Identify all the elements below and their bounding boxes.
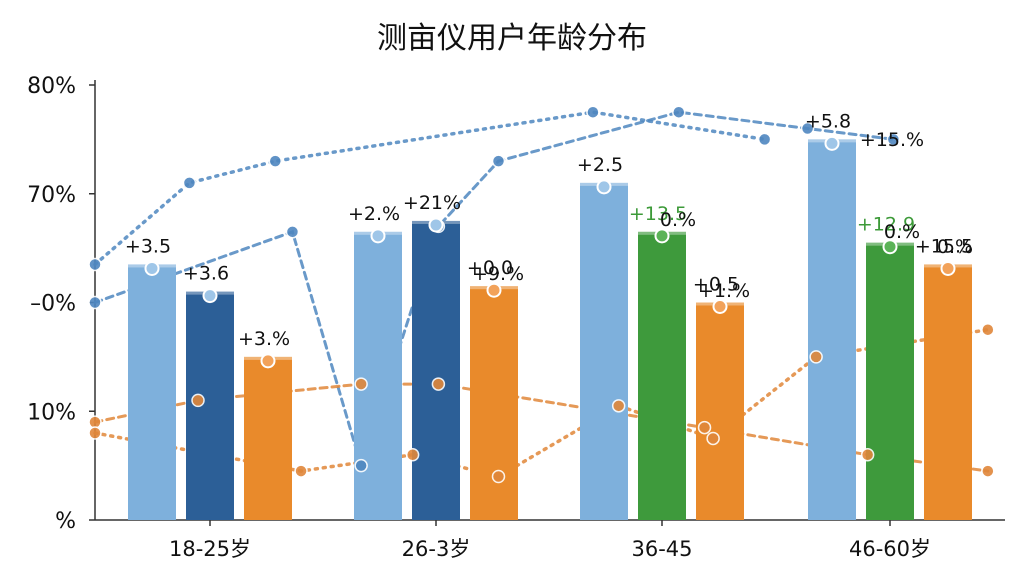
bar [354,231,402,520]
line-marker [491,469,506,484]
bar-value-label: +3.% [238,328,290,350]
line-marker [88,257,102,272]
x-tick-label: 18-25岁 [169,537,251,561]
trend-line [93,327,990,479]
line-marker [354,377,368,391]
bar-value-label: +13.5 [629,203,687,225]
y-tick-label: 80% [27,74,76,99]
line-marker [886,132,901,147]
trend-line [93,110,895,471]
bar-top-marker [260,353,276,369]
bar-value-label: +0.0 [467,257,513,279]
line-marker [981,464,995,478]
bar-top-marker [882,239,898,255]
bar-top-marker [428,217,444,233]
y-tick-label: –0% [30,292,76,317]
bar-top-marker [712,299,728,314]
data-labels: +3.5 +3.6 +3.% +2.% +21% +0.0 +2.5 +13.5 +0.5 +5.… [125,110,973,350]
bar [808,139,856,520]
bar [412,220,460,520]
bar-value-label: +12.9 [857,214,915,236]
line-marker [586,105,600,119]
bar [696,302,744,520]
bar-top-marker [824,135,840,151]
line-marker [182,176,197,190]
bar-top-marker [144,260,160,276]
bar-value-label: +3.5 [125,235,171,257]
line-marker [88,295,102,310]
chart-title: 测亩仪用户年龄分布 [377,21,647,56]
extra-value-label: 0.% [937,236,973,258]
line-marker [611,399,626,413]
line-marker [88,426,102,440]
bar [580,182,628,520]
line-marker [405,448,420,462]
line-marker [294,464,308,478]
y-tick-label: % [55,509,76,534]
line-marker [981,322,995,337]
x-tick-label: 36-45 [631,537,692,561]
line-marker [268,154,283,168]
bar-value-label: +2.5 [577,154,623,176]
x-tick-label: 26-3岁 [402,537,471,561]
line-marker [491,154,506,168]
line-marker [706,431,720,446]
line-marker [757,132,772,147]
bar [128,264,176,520]
line-marker [191,393,205,408]
y-tick-label: 10% [27,400,76,425]
line-marker [285,225,300,239]
bar-value-label: +15.5 [915,235,973,257]
extra-value-label: +15.% [860,129,924,151]
line-marker [431,377,446,391]
line-marker [809,350,823,364]
bar-top-marker [654,228,670,244]
bar-top-marker [596,179,612,195]
extra-value-label: +9.% [472,263,524,285]
line-marker [672,105,686,119]
bar-value-label: +3.6 [183,263,229,285]
bar [924,264,972,520]
bar-value-label: +5.8 [805,110,851,132]
bar-top-marker [486,282,502,298]
bar [186,291,234,520]
line-marker [860,448,875,462]
bar-top-marker [940,260,956,276]
extra-value-label: 0.% [660,209,696,231]
bar-value-label: +21% [403,192,461,214]
y-tick-label: 70% [27,183,76,208]
bar [470,286,518,520]
bar [866,242,914,520]
line-markers [88,105,995,484]
line-marker [800,121,815,136]
bar-top-marker [370,228,386,244]
extra-value-label: +1.% [698,280,750,302]
extra-value-label: 0.% [884,221,920,243]
line-marker [354,458,368,473]
bar [244,356,292,520]
bar-value-label: +0.5 [693,274,739,296]
bar-value-label: +2.% [348,203,400,225]
axes: % 10% –0% 70% 80% 18-25岁 26-3岁 36-45 46-60岁 [27,74,1005,561]
bar [638,231,686,520]
bar-top-marker [202,288,218,304]
trend-line [93,110,767,267]
line-marker [697,420,712,435]
bars [128,139,972,520]
x-tick-label: 46-60岁 [849,537,931,561]
